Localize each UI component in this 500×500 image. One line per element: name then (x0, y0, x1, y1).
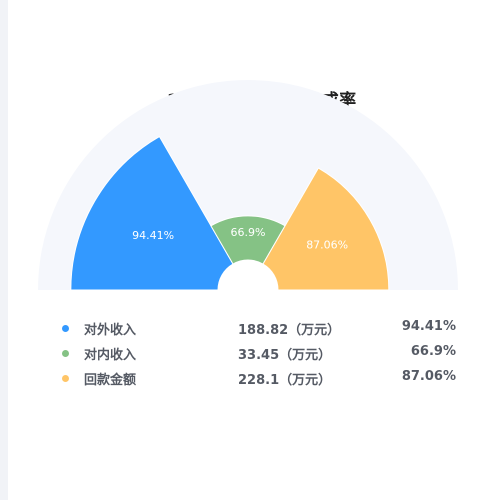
legend-dot-internal-income (62, 350, 69, 357)
rose-slice-2[interactable] (210, 215, 286, 265)
legend-name: 对内收入 (84, 348, 137, 363)
legend-dot-collection-amount (62, 375, 69, 382)
legend-name: 对外收入 (84, 323, 137, 338)
rose-slice-1[interactable] (70, 135, 234, 291)
left-border-strip (0, 0, 8, 500)
chart-baseline-mask (9, 290, 500, 310)
legend-amount: 33.45（万元） (238, 348, 332, 363)
slice-value-label-3: 87.06% (306, 238, 348, 251)
legend-amount: 188.82（万元） (238, 323, 341, 338)
slice-value-label-2: 66.9% (231, 226, 266, 239)
legend-amount: 228.1（万元） (238, 373, 332, 388)
slice-value-label-1: 94.41% (132, 229, 174, 242)
legend-row-collection-amount[interactable]: 回款金额 228.1（万元） 87.06% (60, 366, 470, 391)
legend-row-external-income[interactable]: 对外收入 188.82（万元） 94.41% (60, 316, 470, 341)
legend-rate: 94.41% (401, 319, 456, 334)
legend-name: 回款金额 (84, 373, 137, 388)
legend-rate: 87.06% (401, 369, 456, 384)
legend-row-internal-income[interactable]: 对内收入 33.45（万元） 66.9% (60, 341, 470, 366)
legend: 对外收入 188.82（万元） 94.41% 对内收入 33.45（万元） 66… (60, 316, 470, 391)
legend-dot-external-income (62, 325, 69, 332)
legend-rate: 66.9% (410, 344, 456, 359)
